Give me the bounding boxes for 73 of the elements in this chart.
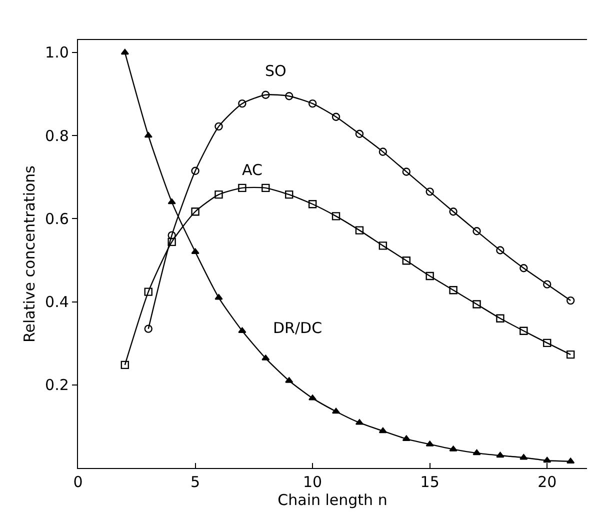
point	[144, 288, 152, 296]
y-tick-label: 0.4	[45, 293, 69, 312]
x-axis-title: Chain length n	[278, 491, 388, 510]
point	[543, 280, 552, 288]
y-tick-label: 0.2	[45, 376, 69, 394]
x-tick-label: 5	[190, 473, 200, 492]
point	[262, 184, 270, 192]
point	[449, 208, 458, 216]
point	[520, 264, 528, 272]
point	[285, 377, 294, 383]
point	[285, 92, 294, 100]
point	[191, 248, 200, 254]
point	[378, 427, 387, 434]
series-label: SO	[265, 62, 286, 80]
series-label: DR/DC	[273, 319, 322, 337]
point	[402, 168, 410, 176]
point	[566, 458, 575, 464]
point	[168, 198, 176, 204]
point	[355, 130, 364, 138]
point	[262, 354, 270, 360]
point	[238, 99, 246, 108]
point	[308, 394, 317, 400]
point	[332, 212, 340, 220]
x-tick-label: 20	[538, 473, 557, 492]
point	[191, 208, 200, 216]
point	[120, 48, 129, 55]
point	[168, 231, 176, 240]
point	[402, 256, 410, 265]
point	[120, 360, 130, 370]
point	[496, 246, 504, 254]
point	[238, 327, 246, 333]
point	[168, 238, 176, 246]
point	[191, 166, 200, 175]
point	[262, 90, 270, 99]
x-tick-label: 0	[73, 473, 83, 492]
point	[378, 148, 388, 156]
point	[285, 190, 294, 199]
point	[520, 454, 528, 460]
y-tick-label: 0.6	[45, 210, 69, 228]
point	[543, 456, 552, 463]
point	[472, 227, 481, 236]
point	[566, 350, 575, 359]
point	[543, 338, 552, 348]
point	[472, 449, 481, 456]
point	[496, 452, 504, 458]
point	[402, 435, 410, 442]
point	[332, 112, 340, 121]
y-tick-label: 1.0	[45, 44, 69, 62]
point	[144, 324, 152, 333]
point	[214, 294, 223, 300]
point	[238, 184, 246, 192]
point	[332, 408, 340, 414]
point	[144, 132, 152, 138]
point	[426, 188, 434, 196]
point	[449, 446, 458, 452]
point	[214, 122, 223, 131]
point	[355, 226, 364, 234]
point	[378, 242, 388, 250]
point	[449, 286, 458, 294]
y-tick-label: 0.8	[45, 126, 69, 145]
point	[426, 272, 434, 280]
point	[214, 190, 223, 199]
x-tick-label: 15	[420, 473, 440, 492]
point	[426, 440, 434, 446]
point	[472, 300, 481, 308]
point	[566, 296, 575, 305]
series-label: AC	[242, 161, 262, 179]
y-axis-title: Relative concentrations	[20, 165, 38, 342]
point	[496, 314, 504, 323]
point	[308, 99, 317, 108]
point	[520, 326, 528, 335]
x-tick-label: 10	[303, 473, 322, 492]
point	[308, 200, 317, 208]
